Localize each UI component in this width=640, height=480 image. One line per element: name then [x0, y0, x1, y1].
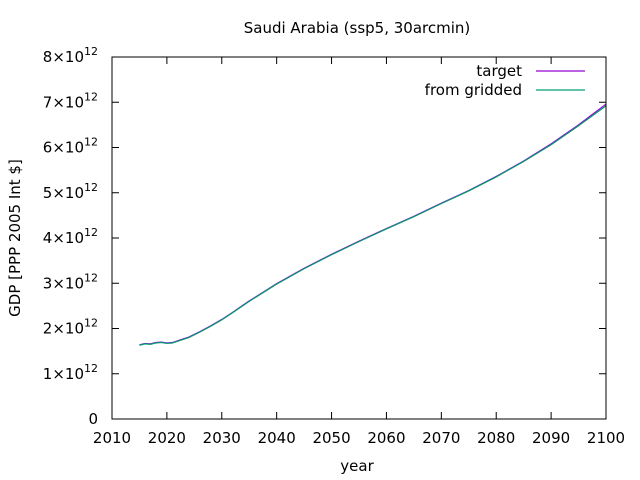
x-tick-label: 2030	[203, 429, 241, 447]
x-tick-label: 2070	[422, 429, 460, 447]
y-tick-label: 7×1012	[43, 90, 98, 111]
x-tick-label: 2010	[93, 429, 131, 447]
y-tick-label: 4×1012	[43, 226, 98, 247]
series-line-from-gridded	[139, 105, 607, 346]
x-tick-label: 2080	[477, 429, 515, 447]
y-tick-label: 6×1012	[43, 136, 98, 157]
plot-frame	[111, 56, 607, 420]
x-tick-label: 2100	[587, 429, 625, 447]
y-tick-label: 8×1012	[43, 45, 98, 66]
y-tick-label: 2×1012	[43, 317, 98, 338]
y-tick-label: 5×1012	[43, 181, 98, 202]
x-axis-ticks: 2010 2020 2030 2040 2050 2060 2070 2080 2090 2100	[93, 57, 625, 447]
x-tick-label: 2050	[312, 429, 350, 447]
x-axis-label: year	[340, 457, 374, 475]
y-tick-label: 0	[88, 410, 98, 428]
x-tick-label: 2090	[532, 429, 570, 447]
x-tick-label: 2020	[148, 429, 186, 447]
x-tick-label: 2040	[258, 429, 296, 447]
y-axis-label: GDP [PPP 2005 Int $]	[6, 159, 24, 317]
x-tick-label: 2060	[367, 429, 405, 447]
series-lines	[139, 103, 607, 346]
legend-label-from-gridded: from gridded	[425, 81, 522, 99]
chart-title: Saudi Arabia (ssp5, 30arcmin)	[244, 19, 471, 37]
y-tick-label: 1×1012	[43, 362, 98, 383]
series-line-target	[139, 103, 607, 346]
legend: target from gridded	[425, 62, 585, 99]
y-tick-label: 3×1012	[43, 271, 98, 292]
y-axis-ticks: 0 1×1012 2×1012 3×1012 4×1012 5×1012 6×1012 7×1…	[43, 45, 606, 428]
legend-label-target: target	[476, 62, 522, 80]
